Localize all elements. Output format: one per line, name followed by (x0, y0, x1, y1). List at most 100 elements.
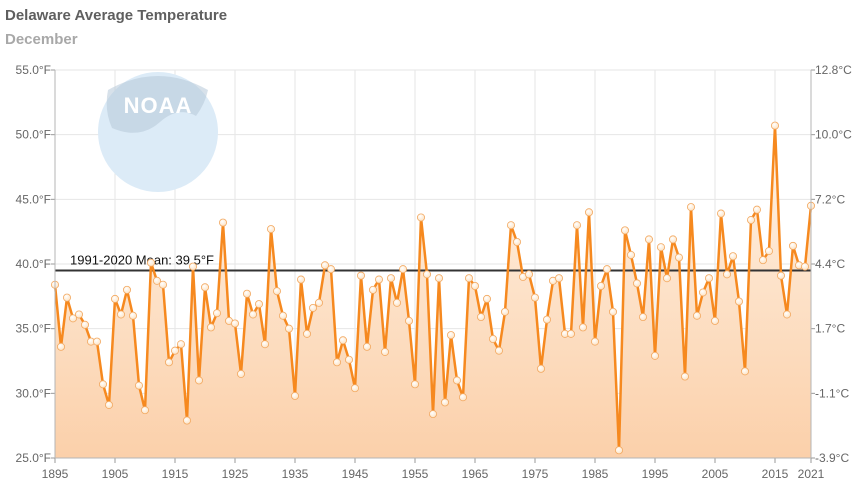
x-tick-label: 2005 (702, 467, 729, 481)
data-point-1910 (140, 406, 149, 415)
y-tick-label: 25.0°F (16, 451, 51, 465)
data-point-1994 (645, 235, 654, 244)
data-point-2000 (681, 372, 690, 381)
data-point-2018 (789, 241, 798, 250)
data-point-1990 (621, 226, 630, 235)
x-tick-label: 1985 (582, 467, 609, 481)
data-point-1961 (446, 331, 455, 340)
data-point-1944 (344, 355, 353, 364)
data-point-1958 (428, 410, 437, 419)
data-point-1940 (320, 261, 329, 270)
data-point-1964 (464, 274, 473, 283)
data-point-1963 (458, 393, 467, 402)
mean-layer: 1991-2020 Mean: 39.5°F (55, 252, 811, 272)
data-point-1932 (272, 287, 281, 296)
data-point-1907 (123, 285, 132, 294)
data-point-1960 (440, 398, 449, 407)
data-point-1943 (338, 336, 347, 345)
data-point-2015 (771, 121, 780, 130)
data-point-1912 (152, 276, 161, 285)
data-point-1959 (434, 274, 443, 283)
y2-tick-label: 12.8°C (815, 63, 852, 77)
data-point-1921 (206, 323, 215, 332)
data-point-1951 (386, 274, 395, 283)
data-point-1953 (398, 265, 407, 274)
noaa-logo-text: NOAA (124, 93, 193, 118)
x-tick-label: 1955 (402, 467, 429, 481)
data-point-1995 (651, 351, 660, 360)
data-point-1928 (248, 310, 257, 319)
data-point-2004 (705, 274, 714, 283)
data-point-1918 (188, 262, 197, 271)
mean-label: 1991-2020 Mean: 39.5°F (70, 252, 214, 267)
x-tick-label: 2021 (798, 467, 825, 481)
data-point-1923 (218, 218, 227, 227)
data-point-1934 (284, 324, 293, 333)
x-tick-label: 1915 (162, 467, 189, 481)
data-point-2005 (711, 316, 720, 325)
data-point-1983 (579, 323, 588, 332)
data-point-1948 (368, 285, 377, 294)
data-point-1998 (669, 235, 678, 244)
x-tick-label: 1935 (282, 467, 309, 481)
y-tick-label: 30.0°F (16, 386, 51, 400)
data-point-1956 (416, 213, 425, 222)
data-point-1971 (506, 221, 515, 230)
data-point-1967 (482, 294, 491, 303)
data-point-1976 (537, 364, 546, 373)
y2-tick-label: 1.7°C (815, 322, 845, 336)
data-point-1988 (609, 307, 618, 316)
x-tick-label: 1995 (642, 467, 669, 481)
y2-tick-label: 4.4°C (815, 257, 845, 271)
data-point-1913 (158, 280, 167, 289)
data-point-1989 (615, 446, 624, 455)
data-point-1906 (117, 310, 126, 319)
data-point-1982 (573, 221, 582, 230)
data-point-1933 (278, 311, 287, 320)
data-point-1937 (302, 329, 311, 338)
x-tick-label: 2015 (762, 467, 789, 481)
data-point-1970 (500, 307, 509, 316)
y2-tick-label: -3.9°C (815, 451, 849, 465)
data-point-2014 (765, 247, 774, 256)
data-point-2012 (753, 205, 762, 214)
data-point-1945 (350, 384, 359, 393)
data-point-1925 (230, 319, 239, 328)
x-tick-label: 1975 (522, 467, 549, 481)
y2-tick-label: 7.2°C (815, 192, 845, 206)
data-point-1975 (531, 293, 540, 302)
noaa-logo: NOAA (98, 72, 218, 192)
y-tick-label: 55.0°F (16, 63, 51, 77)
data-point-2003 (699, 288, 708, 297)
data-point-1911 (146, 258, 155, 267)
y-tick-label: 45.0°F (16, 192, 51, 206)
x-tick-label: 1925 (222, 467, 249, 481)
noaa-logo-bird (106, 76, 208, 133)
data-point-1954 (404, 316, 413, 325)
data-point-1984 (585, 208, 594, 217)
data-point-1947 (362, 342, 371, 351)
data-point-1974 (525, 270, 534, 279)
data-point-1977 (543, 315, 552, 324)
data-point-1920 (200, 283, 209, 292)
data-point-1903 (99, 380, 108, 389)
data-point-1908 (128, 311, 137, 320)
data-point-1939 (314, 298, 323, 307)
data-point-1999 (675, 253, 684, 262)
data-point-2001 (687, 203, 696, 212)
data-point-2013 (759, 256, 768, 265)
data-point-1896 (57, 342, 66, 351)
y2-tick-label: -1.1°C (815, 386, 849, 400)
data-point-1931 (266, 225, 275, 234)
data-point-1941 (326, 265, 335, 274)
chart-title: Delaware Average Temperature (5, 7, 228, 24)
data-point-2002 (693, 311, 702, 320)
data-point-1898 (69, 314, 78, 323)
data-point-1946 (356, 271, 365, 280)
data-point-1938 (308, 303, 317, 312)
x-tick-label: 1965 (462, 467, 489, 481)
data-point-1915 (170, 346, 179, 355)
data-point-1962 (452, 376, 461, 385)
data-point-2011 (747, 216, 756, 225)
